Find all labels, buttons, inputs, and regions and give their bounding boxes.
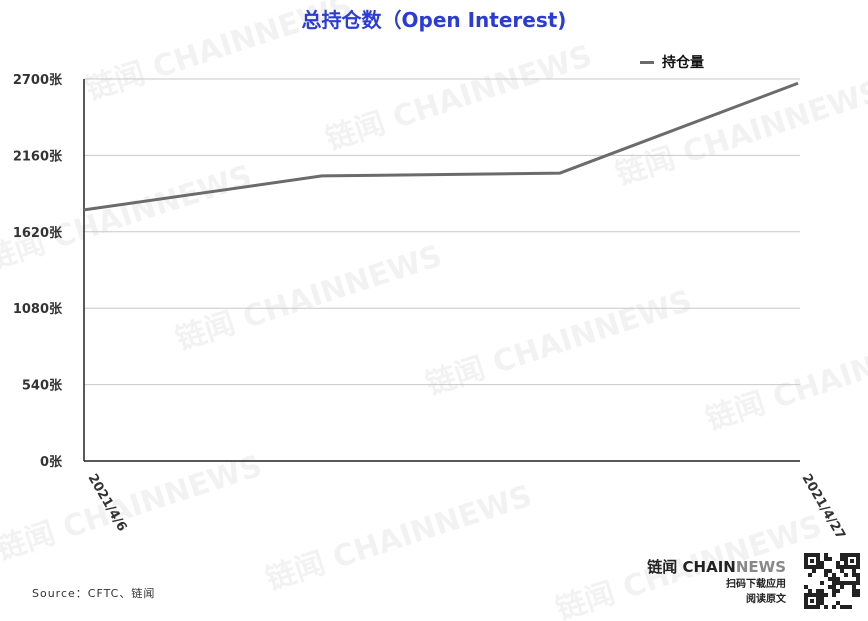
brand-line1: 扫码下载应用 [726, 579, 786, 590]
watermark: 链闻 CHAINNEWS [322, 39, 597, 158]
y-tick-label: 2700张 [13, 73, 63, 88]
y-tick-label: 1080张 [13, 302, 63, 317]
watermark: 链闻 CHAINNEWS [0, 159, 256, 278]
y-tick-label: 2160张 [13, 149, 63, 164]
y-tick-label: 540张 [22, 379, 63, 394]
watermark: 链闻 CHAINNEWS [702, 319, 868, 438]
source-note: Source：CFTC、链闻 [32, 587, 156, 600]
legend: 持仓量 [640, 52, 704, 72]
brand-line2: 阅读原文 [746, 594, 786, 605]
brand-name: 链闻 CHAINNEWS [647, 558, 786, 576]
chart-title: 总持仓数（Open Interest) [301, 8, 567, 32]
legend-swatch [640, 60, 654, 64]
y-tick-label: 1620张 [13, 226, 63, 241]
series-line [83, 81, 799, 212]
watermark: 链闻 CHAINNEWS [172, 239, 447, 358]
watermark: 链闻 CHAINNEWS [612, 74, 868, 193]
watermark: 链闻 CHAINNEWS [262, 479, 537, 598]
legend-label: 持仓量 [662, 55, 704, 71]
brand-block: 链闻 CHAINNEWS 扫码下载应用 阅读原文 [647, 556, 786, 607]
qr-code-icon [804, 553, 860, 609]
y-tick-label: 0张 [40, 455, 63, 470]
